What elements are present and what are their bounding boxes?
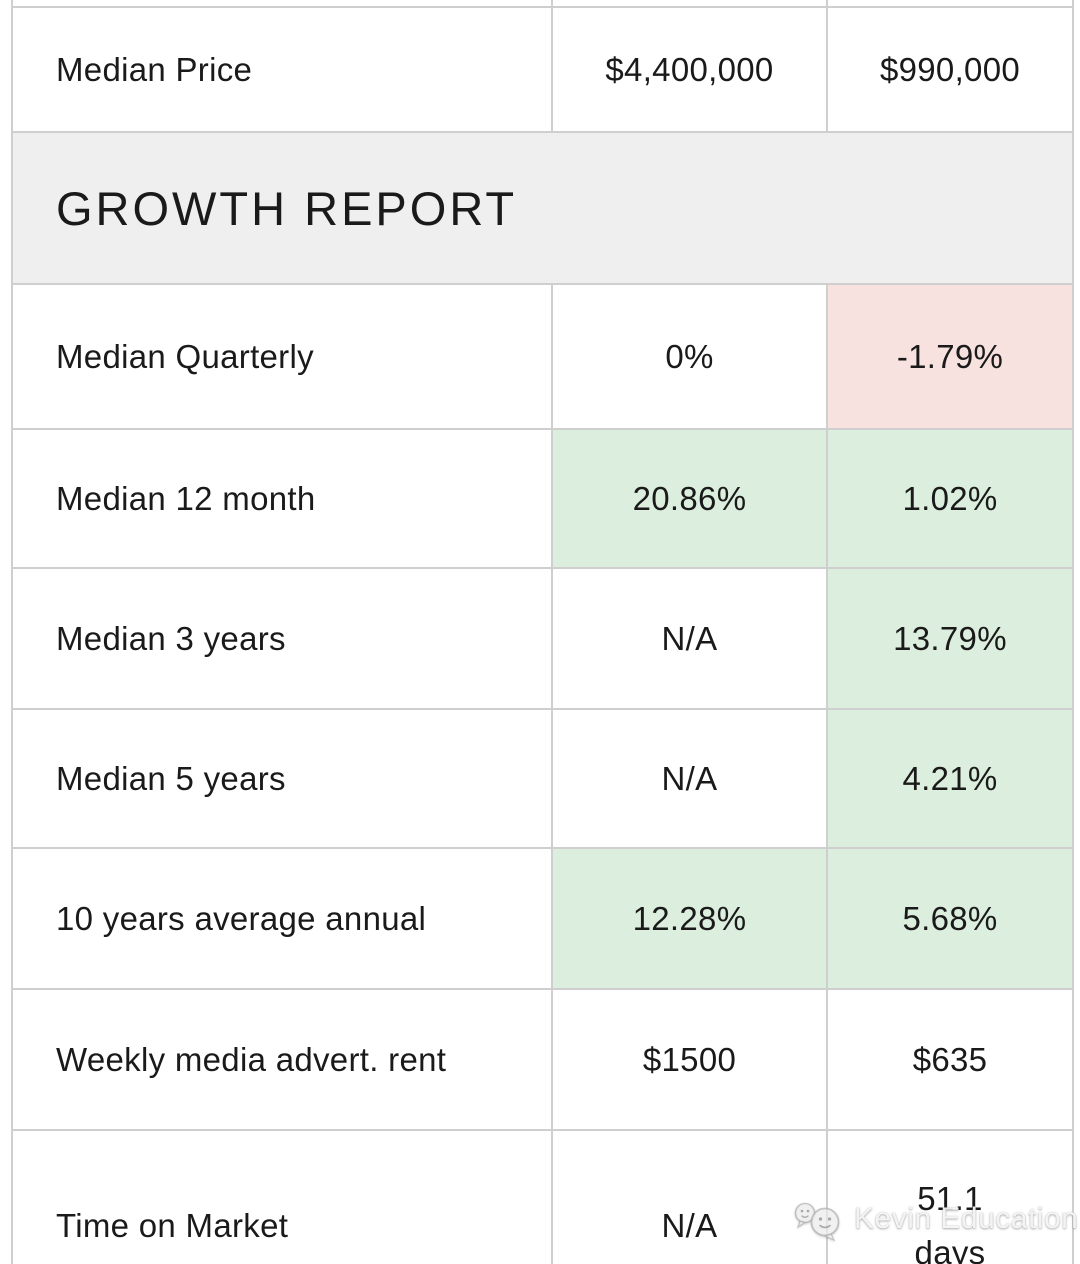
row-label: Median Quarterly	[13, 285, 551, 428]
value-cell-positive: 1.02%	[828, 430, 1072, 567]
row-label: Median 3 years	[13, 569, 551, 708]
table-row: Median Quarterly 0% -1.79%	[13, 285, 1072, 428]
table-row: Median 3 years N/A 13.79%	[13, 569, 1072, 708]
table-row: Median 5 years N/A 4.21%	[13, 710, 1072, 847]
value-cell: 51.1 days	[828, 1131, 1072, 1264]
table-row: Median Price $4,400,000 $990,000	[13, 8, 1072, 131]
value-cell-positive: 4.21%	[828, 710, 1072, 847]
empty-cell	[13, 0, 551, 6]
value-cell: $4,400,000	[553, 8, 826, 131]
value-cell: 0%	[553, 285, 826, 428]
value-cell-positive: 13.79%	[828, 569, 1072, 708]
row-label: Time on Market	[13, 1131, 551, 1264]
table-row: 10 years average annual 12.28% 5.68%	[13, 849, 1072, 988]
value-cell-positive: 12.28%	[553, 849, 826, 988]
row-label: Median Price	[13, 8, 551, 131]
row-label: Weekly media advert. rent	[13, 990, 551, 1129]
value-text: 51.1 days	[914, 1179, 986, 1264]
row-label: Median 5 years	[13, 710, 551, 847]
value-cell-positive: 5.68%	[828, 849, 1072, 988]
empty-cell	[553, 0, 826, 6]
value-cell: N/A	[553, 1131, 826, 1264]
value-cell: N/A	[553, 710, 826, 847]
table-section-row: GROWTH REPORT	[13, 133, 1072, 283]
row-label: 10 years average annual	[13, 849, 551, 988]
value-cell: $990,000	[828, 8, 1072, 131]
value-cell: $635	[828, 990, 1072, 1129]
value-cell: $1500	[553, 990, 826, 1129]
table-row: Time on Market N/A 51.1 days	[13, 1131, 1072, 1264]
value-cell: N/A	[553, 569, 826, 708]
section-title: GROWTH REPORT	[13, 133, 1072, 283]
empty-cell	[828, 0, 1072, 6]
row-label: Median 12 month	[13, 430, 551, 567]
table-row: Median 12 month 20.86% 1.02%	[13, 430, 1072, 567]
value-cell-negative: -1.79%	[828, 285, 1072, 428]
value-cell-positive: 20.86%	[553, 430, 826, 567]
table-row-partial-top	[13, 0, 1072, 6]
table-row: Weekly media advert. rent $1500 $635	[13, 990, 1072, 1129]
growth-report-table: Median Price $4,400,000 $990,000 GROWTH …	[11, 0, 1074, 1264]
